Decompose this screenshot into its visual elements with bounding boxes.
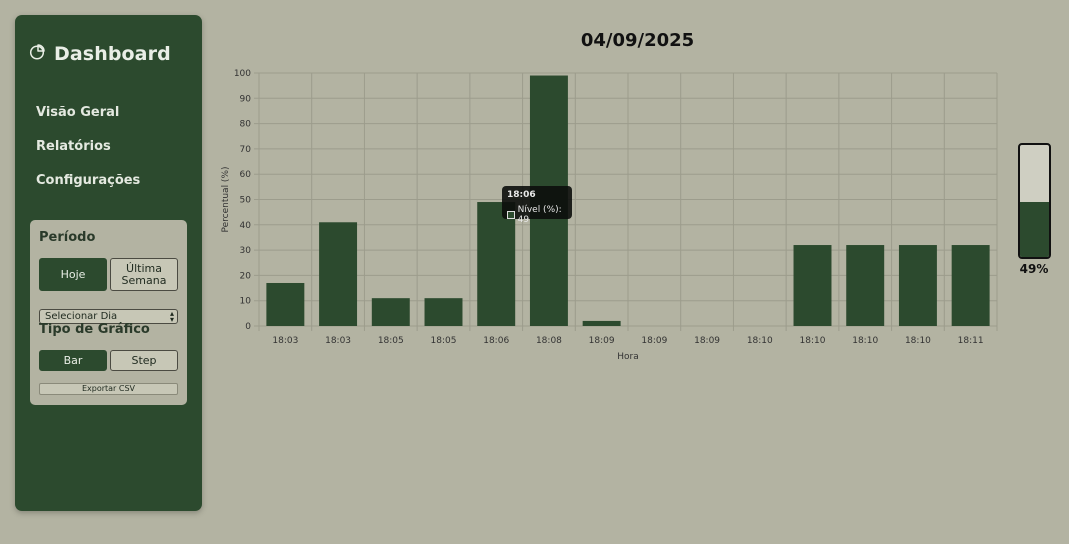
chart-bar[interactable] bbox=[266, 282, 305, 326]
y-tick-label: 20 bbox=[240, 271, 252, 281]
chart-bar[interactable] bbox=[951, 245, 990, 326]
y-tick-label: 60 bbox=[240, 170, 252, 180]
y-tick-label: 10 bbox=[240, 297, 252, 307]
x-tick-label: 18:11 bbox=[958, 336, 984, 346]
export-csv-button[interactable]: Exportar CSV bbox=[39, 383, 178, 395]
x-axis-label: Hora bbox=[617, 352, 639, 362]
select-arrows-icon: ▴ ▾ bbox=[169, 309, 174, 324]
x-tick-label: 18:10 bbox=[905, 336, 931, 346]
chart-bar[interactable] bbox=[371, 298, 410, 326]
chart-bar[interactable] bbox=[846, 245, 885, 326]
sidebar: Dashboard Visão Geral Relatórios Configu… bbox=[15, 15, 202, 511]
y-tick-label: 40 bbox=[240, 221, 252, 231]
gauge-fill bbox=[1020, 202, 1049, 257]
x-tick-label: 18:09 bbox=[694, 336, 720, 346]
chart-type-title: Tipo de Gráfico bbox=[39, 322, 150, 337]
pie-chart-icon bbox=[29, 44, 45, 64]
chart-bar[interactable] bbox=[319, 222, 358, 326]
tooltip-row: Nível (%): 49 bbox=[507, 205, 572, 225]
chart-bar[interactable] bbox=[424, 298, 463, 326]
y-tick-label: 50 bbox=[240, 196, 252, 206]
period-title: Período bbox=[39, 230, 96, 245]
brand-title: Dashboard bbox=[54, 43, 171, 65]
x-tick-label: 18:10 bbox=[800, 336, 826, 346]
chart-bar[interactable] bbox=[793, 245, 832, 326]
sidebar-nav: Visão Geral Relatórios Configurações bbox=[36, 105, 140, 207]
y-tick-label: 90 bbox=[240, 94, 252, 104]
nav-item-configuracoes[interactable]: Configurações bbox=[36, 173, 141, 188]
level-gauge bbox=[1018, 143, 1051, 259]
chart-bar[interactable] bbox=[898, 245, 937, 326]
nav-item-visao-geral[interactable]: Visão Geral bbox=[36, 105, 120, 120]
x-tick-label: 18:09 bbox=[641, 336, 667, 346]
x-tick-label: 18:06 bbox=[483, 336, 509, 346]
x-tick-label: 18:10 bbox=[747, 336, 773, 346]
period-last-week-button[interactable]: Última Semana bbox=[110, 258, 178, 291]
y-tick-label: 100 bbox=[234, 69, 251, 79]
brand[interactable]: Dashboard bbox=[29, 43, 171, 65]
gauge-label: 49% bbox=[1019, 262, 1049, 276]
tooltip-swatch bbox=[507, 211, 515, 219]
bar-chart[interactable]: 0 10 20 30 40 50 60 70 80 90 100 18:03 18:03 18:05 18:… bbox=[210, 60, 1005, 365]
tooltip-value: Nível (%): 49 bbox=[517, 205, 562, 225]
y-tick-label: 70 bbox=[240, 145, 252, 155]
chart-bar[interactable] bbox=[582, 320, 621, 326]
filter-panel: Período Hoje Última Semana Selecionar Di… bbox=[30, 220, 187, 405]
x-tick-label: 18:03 bbox=[272, 336, 298, 346]
x-tick-label: 18:05 bbox=[431, 336, 457, 346]
y-axis-label: Percentual (%) bbox=[221, 166, 231, 232]
x-tick-label: 18:10 bbox=[852, 336, 878, 346]
period-today-button[interactable]: Hoje bbox=[39, 258, 107, 291]
chart-type-bar-button[interactable]: Bar bbox=[39, 350, 107, 371]
x-tick-label: 18:08 bbox=[536, 336, 562, 346]
day-select[interactable]: Selecionar Dia ▴ ▾ bbox=[39, 309, 178, 324]
y-tick-label: 30 bbox=[240, 246, 252, 256]
tooltip-title: 18:06 bbox=[507, 190, 536, 200]
chart-type-step-button[interactable]: Step bbox=[110, 350, 178, 371]
date-title-wrap: 04/09/2025 bbox=[0, 30, 1069, 51]
x-tick-label: 18:05 bbox=[378, 336, 404, 346]
chart-tooltip: 18:06 Nível (%): 49 bbox=[502, 186, 572, 225]
nav-item-relatorios[interactable]: Relatórios bbox=[36, 139, 111, 154]
y-tick-label: 80 bbox=[240, 120, 252, 130]
day-select-value: Selecionar Dia bbox=[45, 311, 118, 322]
x-tick-label: 18:09 bbox=[589, 336, 615, 346]
x-tick-label: 18:03 bbox=[325, 336, 351, 346]
date-title: 04/09/2025 bbox=[580, 30, 695, 51]
y-tick-label: 0 bbox=[245, 322, 251, 332]
chart-bar[interactable] bbox=[477, 202, 516, 326]
